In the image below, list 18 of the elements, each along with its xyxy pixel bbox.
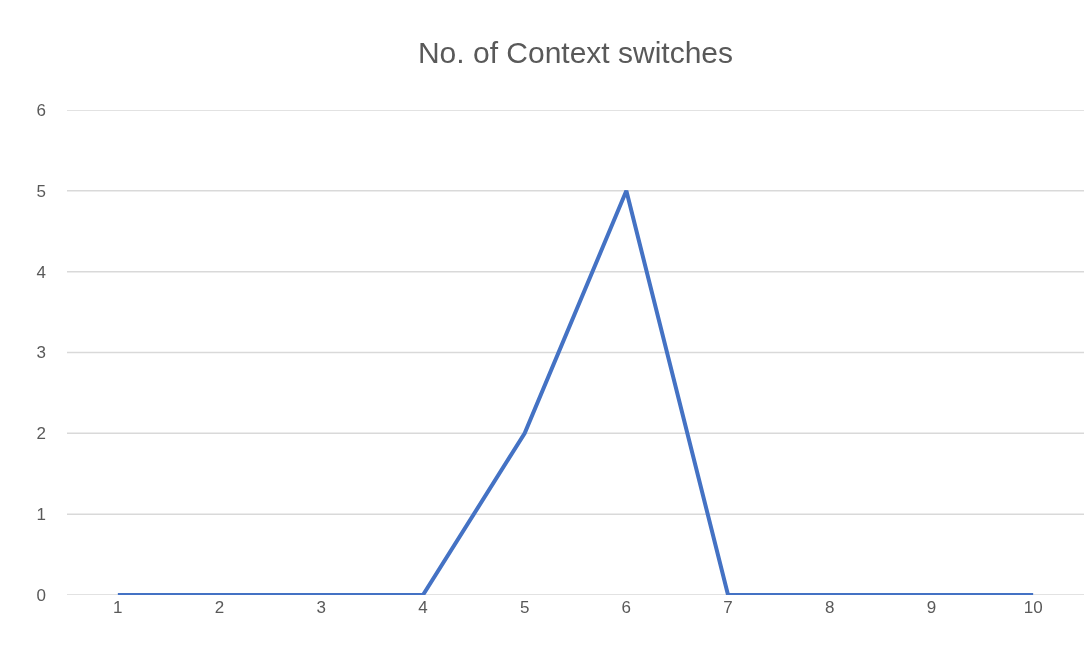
x-tick-label: 1 bbox=[113, 598, 123, 617]
x-tick-label: 5 bbox=[519, 598, 530, 617]
x-tick-label: 8 bbox=[825, 598, 835, 617]
x-tick-label: 4 bbox=[418, 598, 428, 617]
x-tick-label: 7 bbox=[723, 598, 733, 617]
y-tick-label: 2 bbox=[36, 424, 46, 444]
x-tick-label: 3 bbox=[316, 598, 326, 617]
x-tick-label: 2 bbox=[214, 598, 225, 617]
y-tick-label: 0 bbox=[36, 585, 46, 605]
y-tick-label: 4 bbox=[36, 262, 46, 282]
y-tick-label: 3 bbox=[36, 343, 46, 363]
y-tick-label: 5 bbox=[36, 181, 46, 201]
x-tick-label: 6 bbox=[621, 598, 632, 617]
x-tick-label: 10 bbox=[1023, 598, 1043, 617]
y-tick-label: 1 bbox=[36, 505, 46, 525]
x-tick-label: 9 bbox=[926, 598, 937, 617]
chart-title: No. of Context switches bbox=[417, 36, 734, 70]
y-tick-label: 6 bbox=[36, 100, 46, 120]
